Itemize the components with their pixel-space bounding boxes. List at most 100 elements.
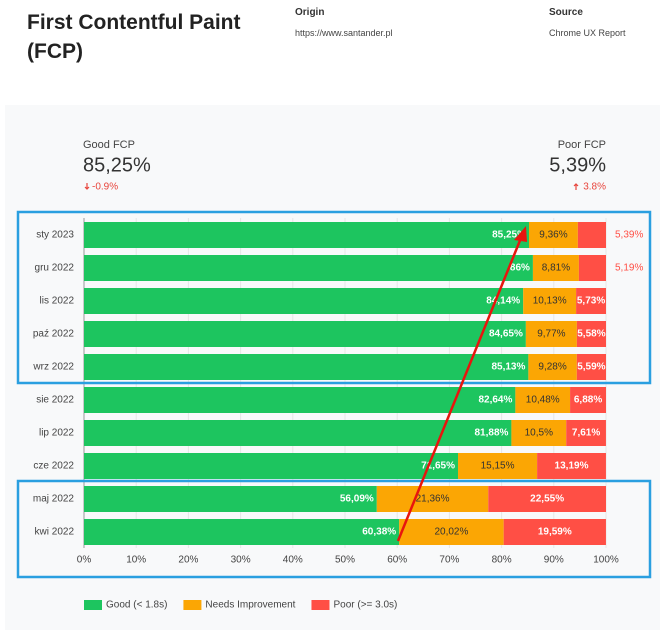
value-label: 71,65% xyxy=(421,461,455,472)
bar-segment xyxy=(529,222,578,248)
value-label: 56,09% xyxy=(340,494,374,505)
kpi-value: 85,25% xyxy=(83,154,151,176)
y-tick-label: lis 2022 xyxy=(40,296,75,307)
y-tick-label: wrz 2022 xyxy=(32,362,74,373)
y-tick-label: maj 2022 xyxy=(33,494,75,505)
value-label: 8,81% xyxy=(542,263,570,274)
value-label: 20,02% xyxy=(434,527,468,538)
kpi-delta: -0.9% xyxy=(92,182,118,193)
value-label: 5,39% xyxy=(615,230,643,241)
up-arrow xyxy=(573,183,579,190)
y-tick-label: paź 2022 xyxy=(33,329,75,340)
bar-segment xyxy=(84,486,377,512)
value-label: 9,36% xyxy=(539,230,567,241)
value-label: 22,55% xyxy=(530,494,564,505)
bar-segment xyxy=(528,354,577,380)
bar-segment xyxy=(84,288,524,314)
x-tick-label: 40% xyxy=(283,555,303,566)
source-label: Source xyxy=(549,7,583,18)
highlight-box xyxy=(16,479,652,579)
y-tick-label: cze 2022 xyxy=(33,461,74,472)
bar-segment xyxy=(84,420,512,446)
legend-label: Poor (>= 3.0s) xyxy=(333,600,397,611)
value-label: 10,48% xyxy=(526,395,560,406)
x-tick-label: 30% xyxy=(231,555,251,566)
bar-segment xyxy=(84,519,400,545)
kpi-value: 5,39% xyxy=(549,154,606,176)
value-label: 19,59% xyxy=(538,527,572,538)
highlight-box xyxy=(16,210,652,385)
value-label: 6,88% xyxy=(574,395,602,406)
legend-label: Needs Improvement xyxy=(205,600,295,611)
bar-segment xyxy=(578,255,606,281)
trend-arrow xyxy=(396,237,523,542)
bar-segment xyxy=(511,420,567,446)
value-label: 9,28% xyxy=(538,362,566,373)
x-tick-label: 80% xyxy=(492,555,512,566)
down-arrow xyxy=(84,183,90,190)
legend-swatch xyxy=(84,600,102,610)
value-label: 15,15% xyxy=(481,461,515,472)
bar-segment xyxy=(84,222,530,248)
value-label: 21,36% xyxy=(416,494,450,505)
origin-label: Origin xyxy=(295,7,325,18)
y-tick-label: lip 2022 xyxy=(39,428,74,439)
legend-swatch xyxy=(183,600,202,610)
value-label: 10,5% xyxy=(525,428,553,439)
kpi-delta: 3.8% xyxy=(583,182,606,193)
value-label: 60,38% xyxy=(362,527,396,538)
bar-segment xyxy=(488,486,606,512)
title: First Contentful Paint (FCP) xyxy=(27,11,241,63)
x-tick-label: 10% xyxy=(126,555,146,566)
bar-segment xyxy=(84,453,459,479)
y-tick-label: kwi 2022 xyxy=(35,527,75,538)
source: Chrome UX Report xyxy=(549,28,626,38)
bar-segment xyxy=(576,288,606,314)
plot: 0% 10% 20% 30% 40% 50% 60% 70% 80% 90% 100% sty 202… xyxy=(32,218,643,611)
kpi-label: Good FCP xyxy=(83,139,135,151)
bar-segment xyxy=(399,519,504,545)
origin: https://www.santander.pl xyxy=(295,28,393,38)
bar-segment xyxy=(576,321,606,347)
value-label: 10,13% xyxy=(533,296,567,307)
value-label: 9,77% xyxy=(537,329,565,340)
value-label: 82,64% xyxy=(478,395,512,406)
y-tick-label: sty 2023 xyxy=(36,230,74,241)
y-tick-label: sie 2022 xyxy=(36,395,74,406)
bar-segment xyxy=(532,255,579,281)
x-tick-label: 90% xyxy=(544,555,564,566)
bar-segment xyxy=(576,354,606,380)
legend-label: Good (< 1.8s) xyxy=(106,600,167,611)
kpi-label: Poor FCP xyxy=(558,139,606,151)
bar-segment xyxy=(525,321,577,347)
value-label: 85,13% xyxy=(491,362,525,373)
value-label: 7,61% xyxy=(572,428,600,439)
x-tick-label: 60% xyxy=(387,555,407,566)
bar-segment xyxy=(577,222,606,248)
bar-segment xyxy=(458,453,538,479)
x-tick-label: 100% xyxy=(593,555,619,566)
value-label: 85,25% xyxy=(492,230,526,241)
value-label: 5,59% xyxy=(577,362,605,373)
arrow-head xyxy=(514,226,527,242)
bar-segment xyxy=(523,288,577,314)
value-label: 5,58% xyxy=(577,329,605,340)
x-tick-label: 0% xyxy=(77,555,92,566)
bar-segment xyxy=(515,387,571,413)
value-label: 5,73% xyxy=(577,296,605,307)
bar-segment xyxy=(566,420,606,446)
bar-segment xyxy=(503,519,606,545)
value-label: 13,19% xyxy=(555,461,589,472)
value-label: 86% xyxy=(510,263,530,274)
bar-segment xyxy=(537,453,606,479)
bar-segment xyxy=(570,387,606,413)
x-tick-label: 20% xyxy=(178,555,198,566)
bar-segment xyxy=(84,255,533,281)
x-tick-label: 70% xyxy=(439,555,459,566)
value-label: 84,14% xyxy=(486,296,520,307)
value-label: 84,65% xyxy=(489,329,523,340)
y-tick-label: gru 2022 xyxy=(35,263,75,274)
bar-segment xyxy=(84,387,516,413)
